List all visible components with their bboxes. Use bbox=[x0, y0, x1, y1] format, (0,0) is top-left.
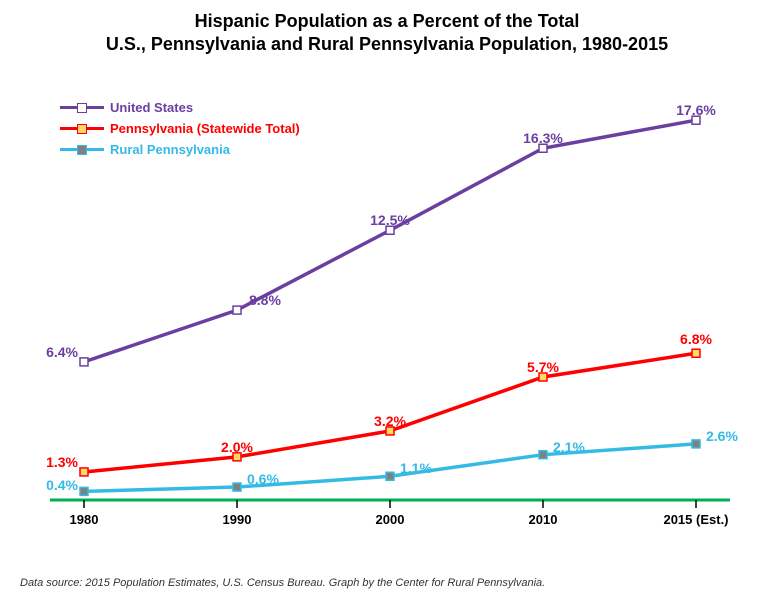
chart-title: Hispanic Population as a Percent of the … bbox=[0, 0, 774, 55]
title-line-1: Hispanic Population as a Percent of the … bbox=[0, 10, 774, 33]
legend-label: Rural Pennsylvania bbox=[110, 142, 230, 157]
data-label: 12.5% bbox=[370, 212, 410, 228]
legend: United States Pennsylvania (Statewide Tot… bbox=[60, 100, 300, 163]
legend-item: United States bbox=[60, 100, 300, 115]
series-marker bbox=[692, 440, 700, 448]
legend-item: Rural Pennsylvania bbox=[60, 142, 300, 157]
legend-marker-icon bbox=[77, 145, 87, 155]
source-text: Data source: 2015 Population Estimates, … bbox=[20, 577, 545, 589]
x-tick-label: 2015 (Est.) bbox=[663, 512, 728, 527]
data-label: 6.4% bbox=[46, 344, 78, 360]
data-label: 0.4% bbox=[46, 477, 78, 493]
chart-container: Hispanic Population as a Percent of the … bbox=[0, 0, 774, 599]
legend-swatch bbox=[60, 122, 104, 136]
data-label: 2.6% bbox=[706, 428, 738, 444]
series-marker bbox=[539, 451, 547, 459]
x-tick-label: 1980 bbox=[70, 512, 99, 527]
data-label: 0.6% bbox=[247, 471, 279, 487]
legend-swatch bbox=[60, 143, 104, 157]
data-label: 6.8% bbox=[680, 331, 712, 347]
data-label: 17.6% bbox=[676, 102, 716, 118]
x-tick-label: 1990 bbox=[223, 512, 252, 527]
x-tick-label: 2000 bbox=[376, 512, 405, 527]
series-marker bbox=[233, 483, 241, 491]
x-tick-label: 2010 bbox=[529, 512, 558, 527]
data-label: 2.0% bbox=[221, 439, 253, 455]
legend-label: United States bbox=[110, 100, 193, 115]
series-marker bbox=[80, 358, 88, 366]
series-line bbox=[84, 444, 696, 491]
series-marker bbox=[692, 349, 700, 357]
data-label: 5.7% bbox=[527, 359, 559, 375]
legend-marker-icon bbox=[77, 103, 87, 113]
series-marker bbox=[80, 468, 88, 476]
data-label: 2.1% bbox=[553, 439, 585, 455]
series-marker bbox=[233, 306, 241, 314]
data-label: 3.2% bbox=[374, 413, 406, 429]
legend-swatch bbox=[60, 101, 104, 115]
legend-item: Pennsylvania (Statewide Total) bbox=[60, 121, 300, 136]
title-line-2: U.S., Pennsylvania and Rural Pennsylvani… bbox=[0, 33, 774, 56]
data-label: 8.8% bbox=[249, 292, 281, 308]
data-label: 1.1% bbox=[400, 460, 432, 476]
data-label: 16.3% bbox=[523, 130, 563, 146]
data-label: 1.3% bbox=[46, 454, 78, 470]
series-marker bbox=[80, 487, 88, 495]
series-marker bbox=[386, 472, 394, 480]
legend-label: Pennsylvania (Statewide Total) bbox=[110, 121, 300, 136]
legend-marker-icon bbox=[77, 124, 87, 134]
